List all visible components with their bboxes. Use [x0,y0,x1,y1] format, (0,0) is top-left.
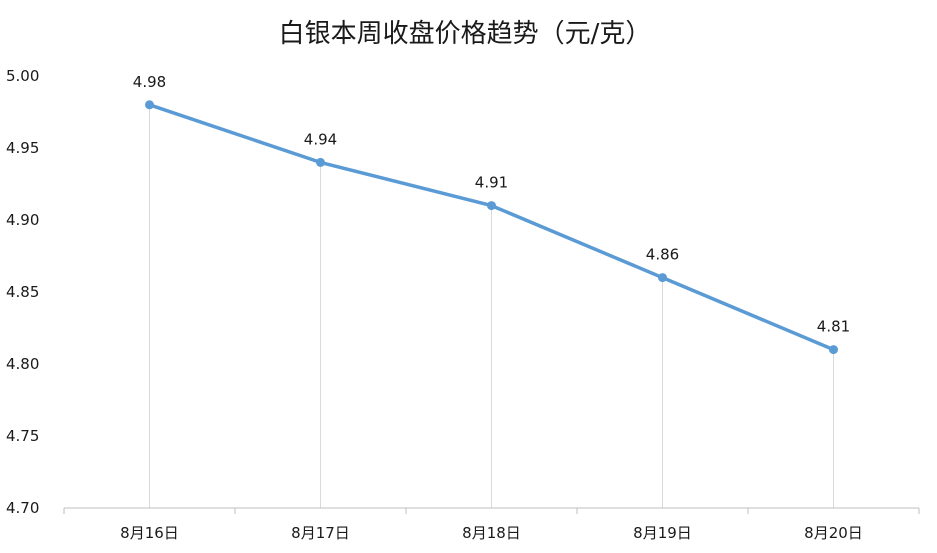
data-point [145,100,154,110]
x-tick-label: 8月17日 [291,524,350,542]
data-point [829,345,838,355]
x-tick-label: 8月18日 [462,524,521,542]
y-tick-label: 5.00 [6,67,39,85]
data-label: 4.81 [817,318,850,336]
data-labels: 4.98 4.94 4.91 4.86 4.81 [133,73,850,336]
chart-title: 白银本周收盘价格趋势（元/克） [279,19,652,49]
y-tick-label: 4.80 [6,355,39,373]
drop-lines [149,104,834,508]
data-label: 4.91 [475,174,508,192]
x-tick-label: 8月19日 [633,524,692,542]
y-axis-ticks: 4.70 4.75 4.80 4.85 4.90 4.95 5.00 [6,67,39,517]
x-tick-label: 8月20日 [804,524,863,542]
data-label: 4.94 [304,130,337,148]
data-point [316,157,325,167]
data-points [145,100,838,355]
x-tick-label: 8月16日 [120,524,179,542]
y-tick-label: 4.95 [6,139,39,157]
data-label: 4.86 [646,246,679,264]
data-label: 4.98 [133,73,166,91]
y-tick-label: 4.75 [6,427,39,445]
y-tick-label: 4.85 [6,283,39,301]
x-axis-ticks: 8月16日 8月17日 8月18日 8月19日 8月20日 [63,508,920,542]
y-tick-label: 4.70 [6,499,39,517]
y-tick-label: 4.90 [6,211,39,229]
data-point [658,273,667,283]
data-point [487,201,496,211]
